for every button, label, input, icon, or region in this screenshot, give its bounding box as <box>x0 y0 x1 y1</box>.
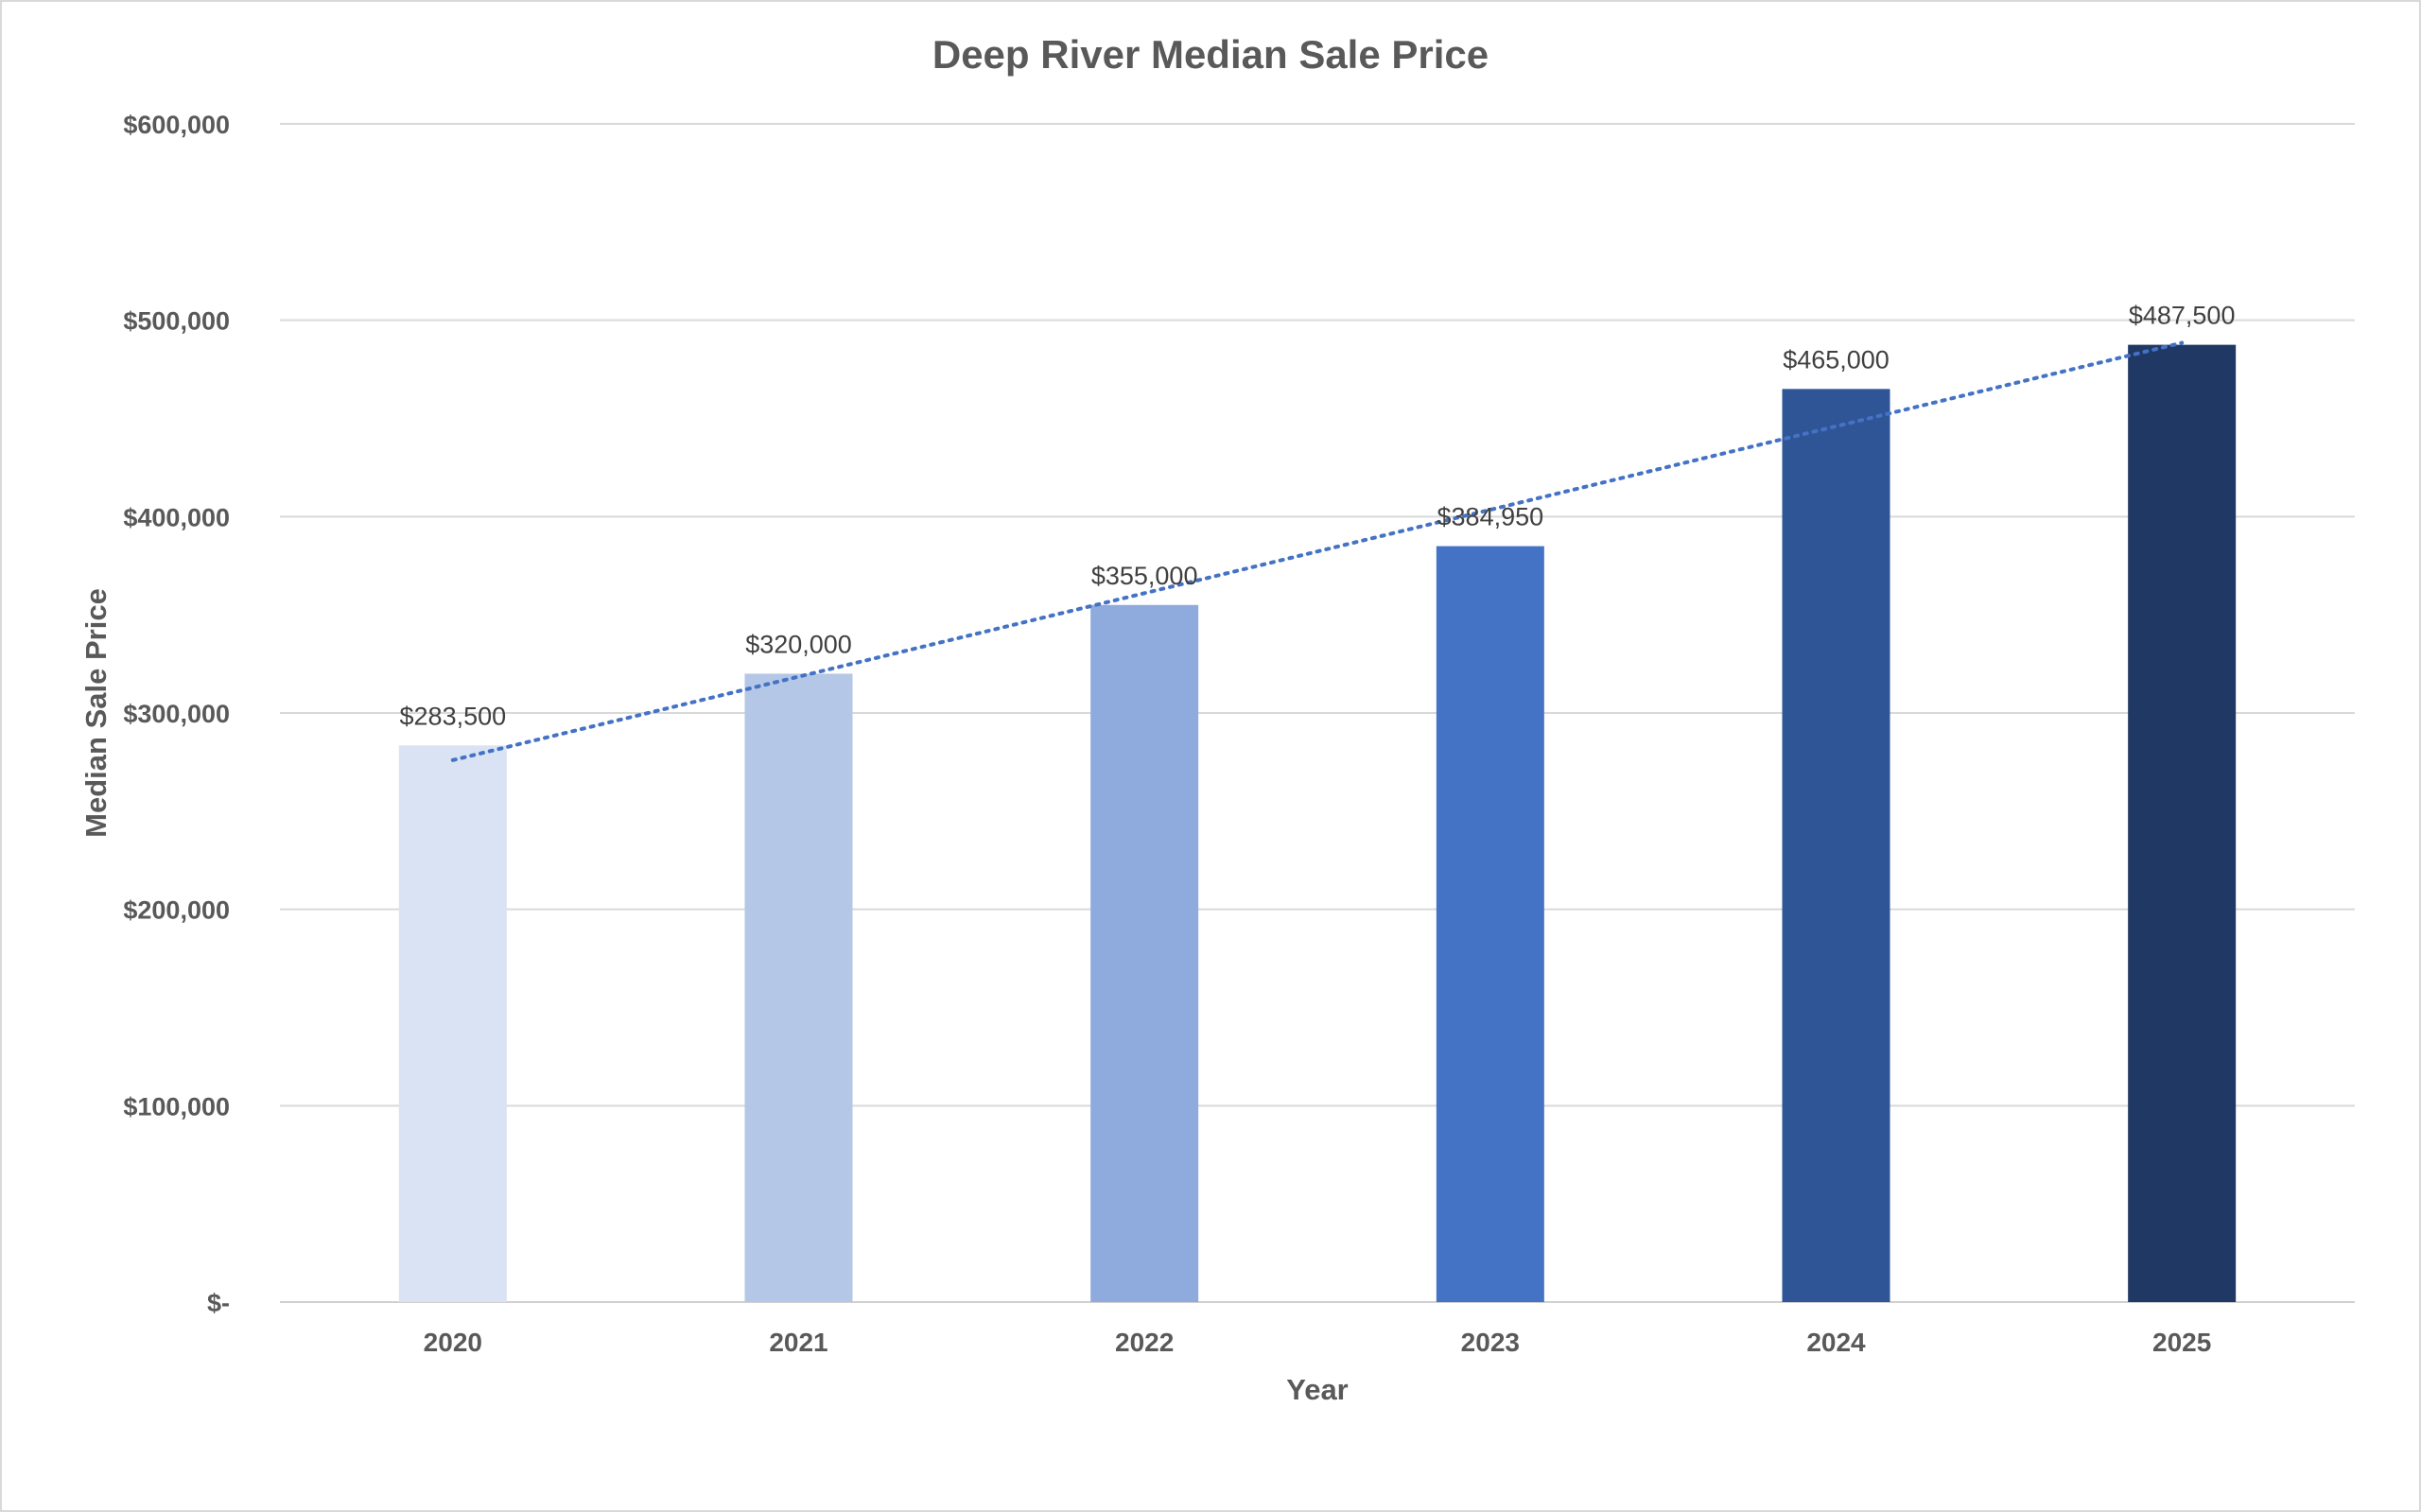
y-tick-label: $100,000 <box>123 1092 230 1121</box>
x-tick-label: 2021 <box>769 1328 827 1357</box>
data-label-2023: $384,950 <box>1437 503 1544 531</box>
trendline <box>450 340 2185 762</box>
bars <box>398 344 2237 1303</box>
x-tick-label: 2020 <box>424 1328 482 1357</box>
bar-2024 <box>1782 389 1890 1303</box>
data-label-2025: $487,500 <box>2129 302 2236 330</box>
data-label-2022: $355,000 <box>1091 562 1198 590</box>
y-tick-label: $400,000 <box>123 503 230 531</box>
bar-2022 <box>1090 604 1199 1302</box>
bar-2023 <box>1436 546 1544 1302</box>
y-axis-title: Median Sale Price <box>79 588 113 838</box>
y-tick-label: $200,000 <box>123 896 230 925</box>
x-axis-ticks: 2020 2021 2022 2023 2024 2025 <box>424 1328 2212 1357</box>
data-label-2020: $283,500 <box>400 702 507 730</box>
data-label-2024: $465,000 <box>1783 345 1890 374</box>
gridlines <box>280 123 2355 1303</box>
y-axis-ticks: $- $100,000 $200,000 $300,000 $400,000 $500,0… <box>123 111 230 1317</box>
bar-2021 <box>744 673 853 1302</box>
y-tick-label: $300,000 <box>123 700 230 728</box>
x-tick-label: 2024 <box>1806 1328 1866 1357</box>
x-tick-label: 2025 <box>2152 1328 2211 1357</box>
x-tick-label: 2023 <box>1461 1328 1520 1357</box>
y-tick-label: $- <box>207 1289 230 1317</box>
data-labels: $283,500 $320,000 $355,000 $384,950 $465,000… <box>400 302 2236 731</box>
trendline-group <box>450 340 2185 762</box>
x-tick-label: 2022 <box>1115 1328 1174 1357</box>
bar-2025 <box>2128 344 2237 1302</box>
y-tick-label: $600,000 <box>123 111 230 139</box>
y-tick-label: $500,000 <box>123 307 230 336</box>
chart-title: Deep River Median Sale Price <box>932 32 1489 77</box>
bar-2020 <box>398 745 507 1302</box>
data-label-2021: $320,000 <box>745 630 852 658</box>
x-axis-title: Year <box>1286 1373 1349 1406</box>
